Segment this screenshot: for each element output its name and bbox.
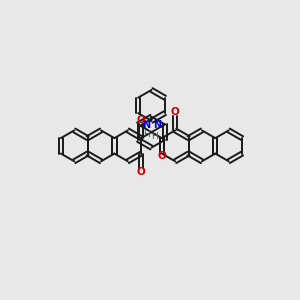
Text: O: O bbox=[158, 151, 166, 161]
Text: O: O bbox=[137, 167, 146, 177]
Text: O: O bbox=[137, 115, 146, 125]
Text: N: N bbox=[142, 120, 150, 130]
Text: H: H bbox=[143, 130, 150, 139]
Text: O: O bbox=[171, 107, 179, 117]
Text: H: H bbox=[151, 132, 158, 141]
Text: N: N bbox=[153, 120, 161, 130]
